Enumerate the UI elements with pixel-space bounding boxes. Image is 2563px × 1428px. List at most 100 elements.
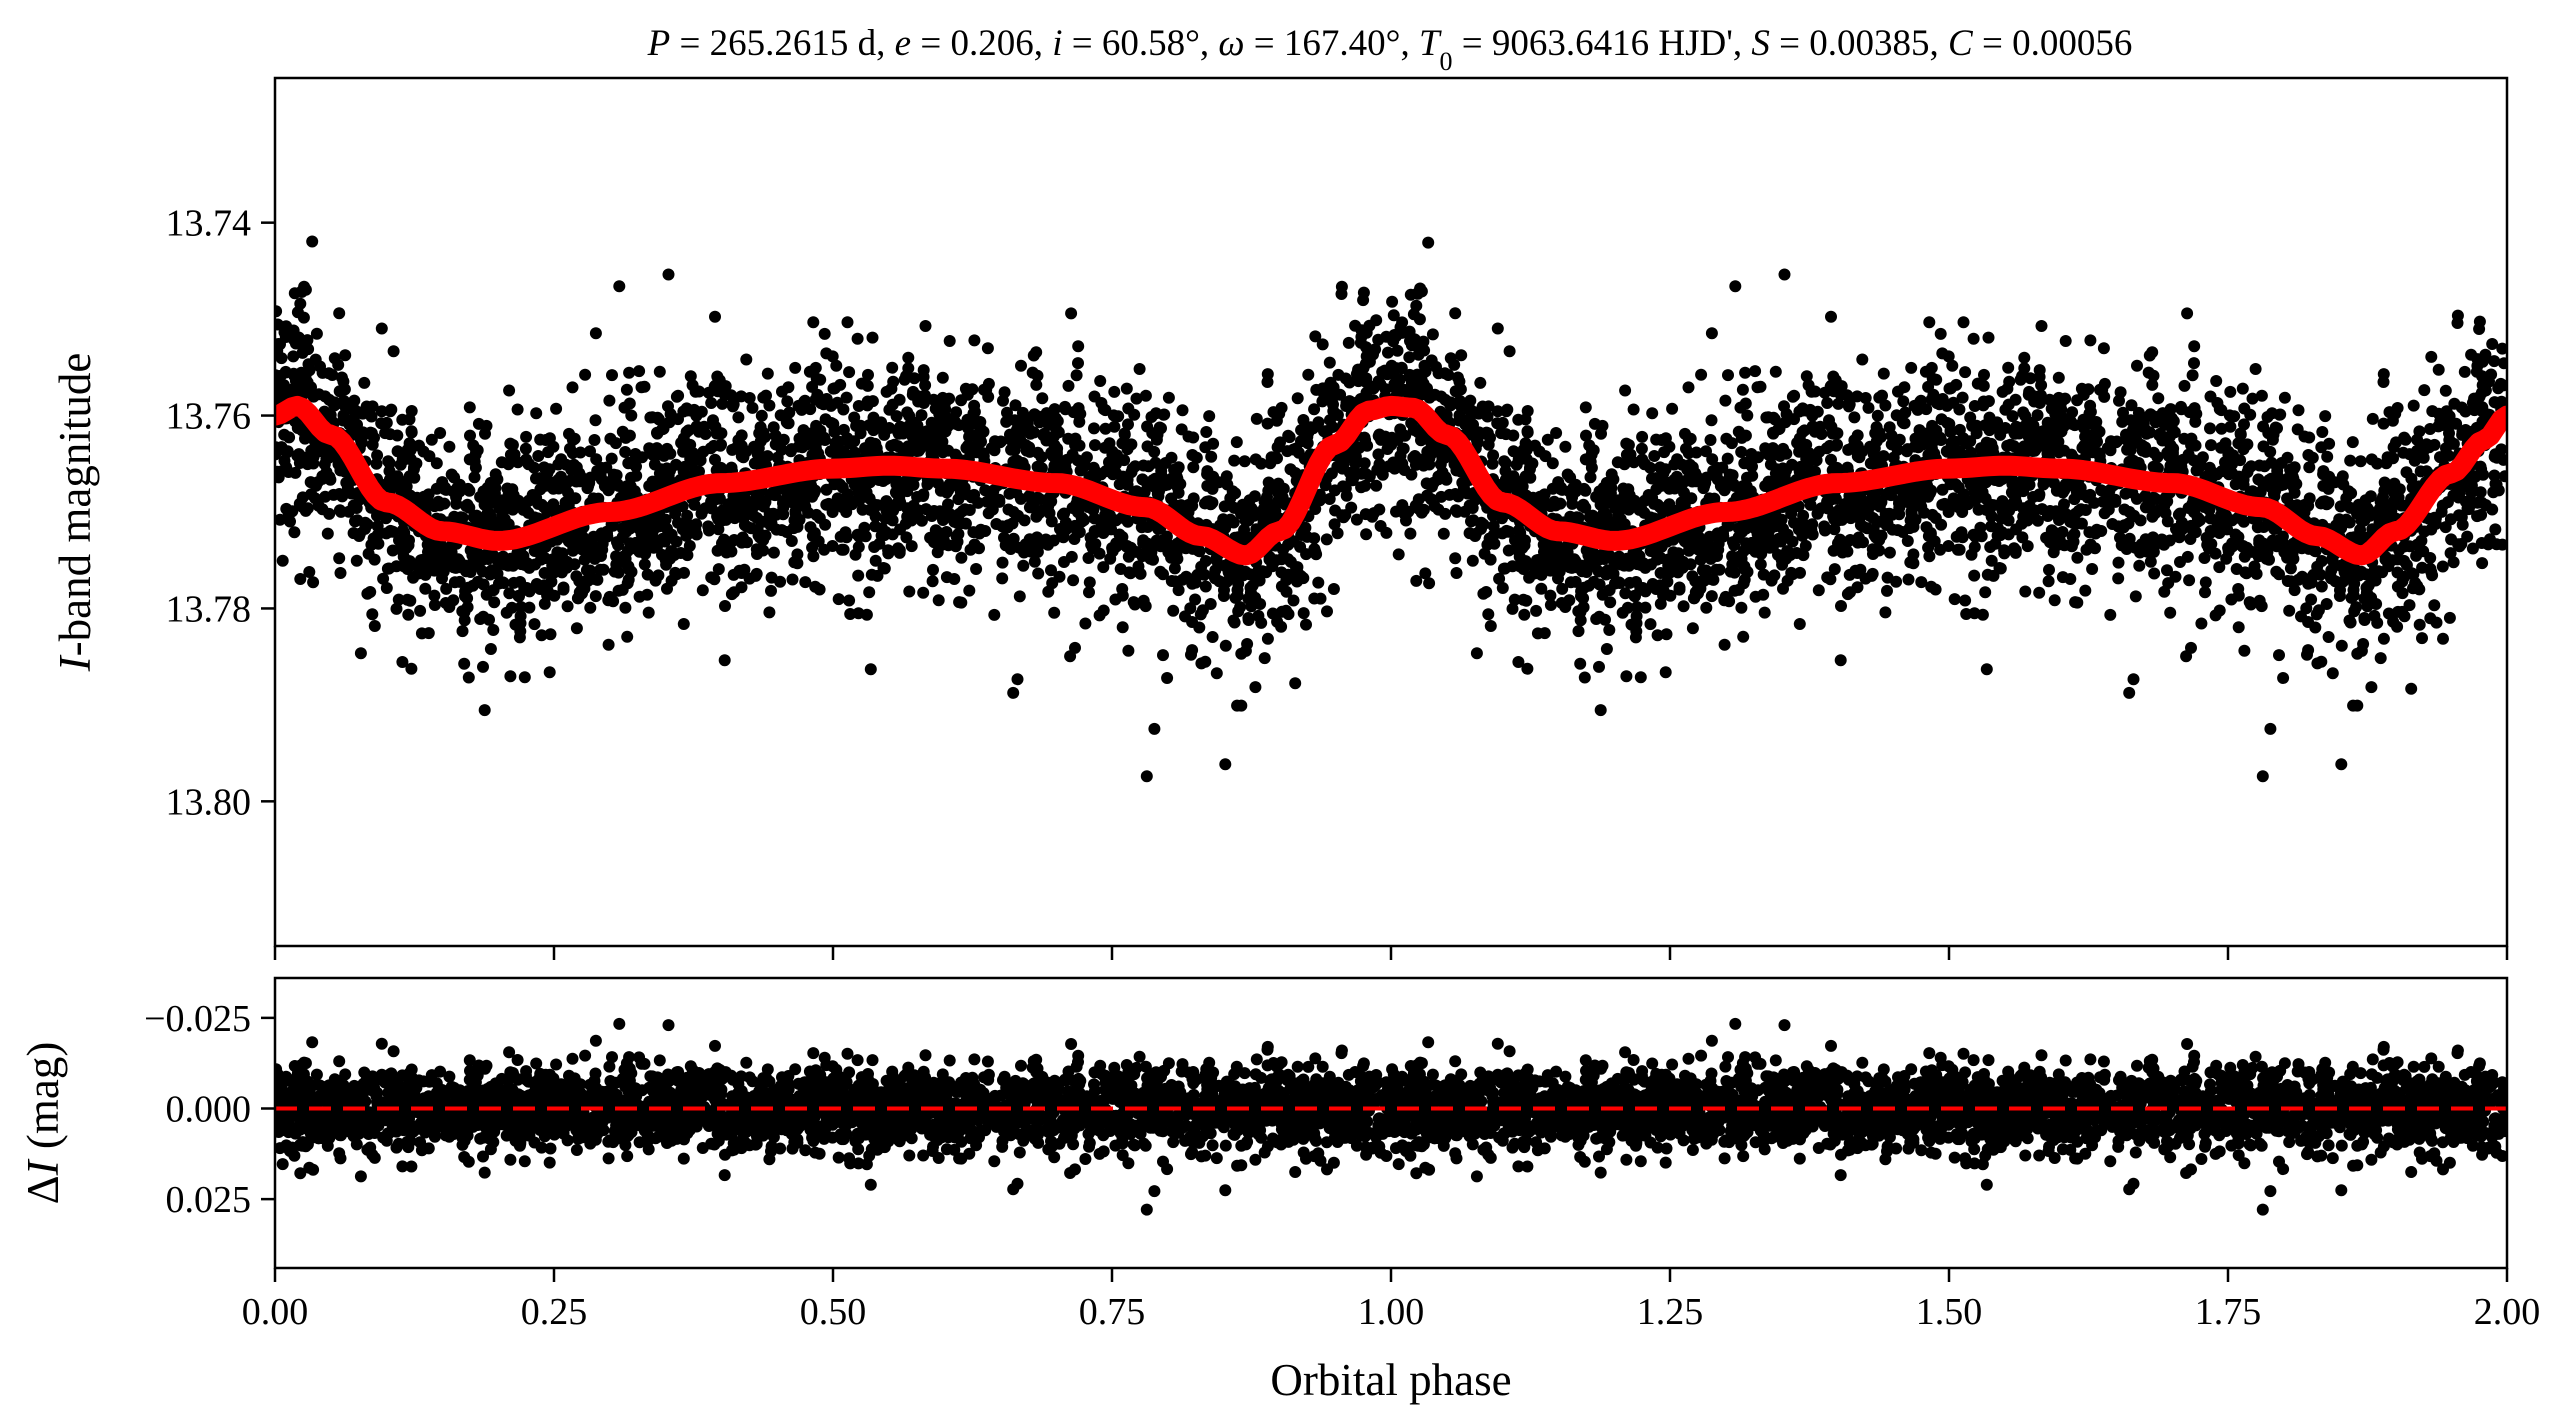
data-point bbox=[1883, 421, 1896, 434]
data-point bbox=[1957, 488, 1970, 501]
data-point bbox=[543, 666, 556, 679]
data-point bbox=[2234, 427, 2247, 440]
data-point bbox=[405, 662, 418, 675]
data-point bbox=[2398, 431, 2411, 444]
data-point bbox=[2033, 397, 2046, 409]
data-point bbox=[2244, 598, 2257, 611]
data-point bbox=[1312, 576, 1325, 589]
data-point bbox=[2249, 363, 2262, 375]
data-point bbox=[307, 576, 320, 589]
data-point bbox=[368, 620, 381, 632]
data-point bbox=[1879, 606, 1892, 619]
data-point bbox=[339, 399, 352, 412]
data-point bbox=[336, 490, 349, 503]
data-point bbox=[2093, 450, 2106, 463]
data-point bbox=[1599, 497, 1612, 510]
data-point bbox=[1328, 518, 1341, 531]
data-point bbox=[1219, 639, 1232, 652]
data-point bbox=[1788, 516, 1800, 529]
data-point bbox=[507, 576, 520, 589]
data-point bbox=[497, 577, 510, 589]
data-point bbox=[2031, 426, 2044, 438]
data-point bbox=[1659, 666, 1672, 679]
data-point bbox=[1261, 417, 1274, 430]
data-point bbox=[2021, 540, 2034, 553]
data-point bbox=[1028, 555, 1041, 568]
data-point bbox=[1267, 479, 1280, 492]
data-point bbox=[709, 310, 721, 323]
data-point bbox=[869, 554, 882, 567]
data-point bbox=[1147, 553, 1159, 566]
data-point bbox=[2374, 652, 2387, 665]
data-point bbox=[2255, 600, 2268, 613]
data-point bbox=[1785, 566, 1798, 579]
data-point bbox=[2003, 504, 2016, 517]
data-point bbox=[955, 551, 968, 564]
data-point bbox=[1274, 436, 1286, 449]
data-point bbox=[2489, 523, 2502, 536]
data-point bbox=[1678, 535, 1691, 548]
data-point bbox=[643, 442, 656, 455]
data-point bbox=[1862, 401, 1875, 414]
data-point bbox=[476, 565, 489, 578]
data-point bbox=[1314, 592, 1327, 605]
data-point bbox=[2398, 554, 2410, 567]
data-point bbox=[2188, 357, 2200, 370]
data-point bbox=[2448, 397, 2461, 410]
data-point bbox=[1493, 572, 1506, 585]
data-point bbox=[2274, 408, 2287, 421]
data-point bbox=[1897, 395, 1910, 408]
data-point bbox=[1500, 479, 1513, 492]
data-point bbox=[1967, 332, 1980, 345]
data-point bbox=[2194, 514, 2206, 527]
data-point bbox=[2077, 384, 2089, 397]
data-point bbox=[765, 584, 777, 597]
data-point bbox=[566, 544, 579, 557]
data-point bbox=[504, 670, 517, 683]
data-point bbox=[2043, 563, 2055, 576]
data-point bbox=[1603, 624, 1616, 636]
data-point bbox=[2359, 568, 2372, 581]
data-point bbox=[985, 442, 998, 454]
data-point bbox=[1593, 660, 1605, 673]
data-point bbox=[1710, 563, 1723, 576]
data-point bbox=[757, 391, 770, 404]
data-point bbox=[2418, 384, 2431, 397]
data-point bbox=[377, 572, 390, 585]
data-point bbox=[902, 351, 915, 364]
data-point bbox=[1032, 537, 1045, 550]
chart-title: P = 265.2615 d, e = 0.206, i = 60.58°, ω… bbox=[647, 23, 2133, 76]
data-point bbox=[1295, 424, 1308, 437]
data-point bbox=[1342, 336, 1355, 349]
data-point bbox=[2320, 598, 2333, 610]
data-point bbox=[477, 660, 489, 673]
data-point bbox=[765, 517, 778, 530]
data-point bbox=[712, 563, 725, 576]
data-point bbox=[942, 498, 954, 511]
data-point bbox=[2346, 436, 2359, 449]
data-point bbox=[1881, 517, 1894, 530]
data-point bbox=[1108, 420, 1121, 433]
data-point bbox=[1103, 456, 1115, 469]
data-point bbox=[851, 332, 864, 345]
data-point bbox=[366, 438, 379, 451]
data-point bbox=[459, 585, 472, 598]
data-point bbox=[2264, 722, 2277, 735]
data-point bbox=[1719, 394, 1732, 407]
data-point bbox=[623, 366, 636, 379]
data-point bbox=[2426, 569, 2439, 582]
data-point bbox=[2398, 610, 2411, 623]
data-point bbox=[1992, 522, 2005, 535]
data-point bbox=[456, 511, 469, 524]
data-point bbox=[1106, 445, 1119, 458]
data-point bbox=[1133, 363, 1146, 375]
data-point bbox=[866, 331, 879, 344]
data-point bbox=[2213, 561, 2226, 574]
data-point bbox=[2242, 462, 2255, 475]
data-point bbox=[1512, 524, 1525, 537]
title-omega: 167.40° bbox=[1284, 23, 1401, 64]
data-point bbox=[375, 405, 388, 418]
data-point bbox=[1453, 409, 1466, 422]
data-point bbox=[2147, 369, 2160, 382]
data-point bbox=[828, 426, 841, 438]
